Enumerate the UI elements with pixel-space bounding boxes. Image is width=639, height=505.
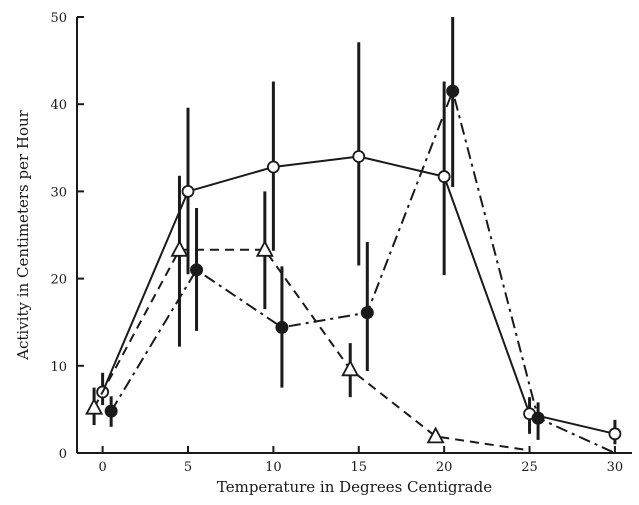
series-3-point	[426, 426, 445, 444]
series-2-point	[190, 263, 204, 277]
series-2-point	[446, 84, 460, 98]
x-tick-label: 0	[98, 460, 106, 475]
series-2-point	[104, 404, 118, 418]
series-1-point	[266, 160, 280, 174]
series-1-point	[608, 427, 622, 441]
y-tick-label: 50	[50, 11, 67, 26]
series-1-point	[352, 150, 366, 163]
y-tick-label: 30	[50, 185, 67, 200]
series-2-point	[531, 411, 545, 425]
y-axis-title: Activity in Centimeters per Hour	[14, 109, 32, 360]
x-tick-label: 5	[184, 460, 192, 475]
y-tick-label: 0	[59, 447, 67, 462]
x-tick-label: 30	[607, 460, 624, 475]
series-3-point	[255, 239, 274, 257]
y-tick-label: 40	[50, 98, 67, 113]
x-tick-label: 15	[350, 460, 367, 475]
x-tick-label: 20	[436, 460, 453, 475]
series-3-point	[341, 359, 360, 377]
series-2-point	[275, 320, 289, 334]
series-2-point	[360, 306, 374, 320]
series-1-point	[437, 170, 451, 183]
y-tick-label: 20	[50, 273, 67, 288]
series-3-point	[170, 239, 189, 257]
series-1-point	[181, 184, 195, 198]
x-tick-label: 25	[521, 460, 538, 475]
x-axis-title: Temperature in Degrees Centigrade	[217, 478, 492, 496]
x-tick-label: 10	[265, 460, 282, 475]
y-tick-label: 10	[50, 360, 67, 375]
series-3-line	[93, 248, 530, 452]
series-3-point	[85, 397, 104, 415]
